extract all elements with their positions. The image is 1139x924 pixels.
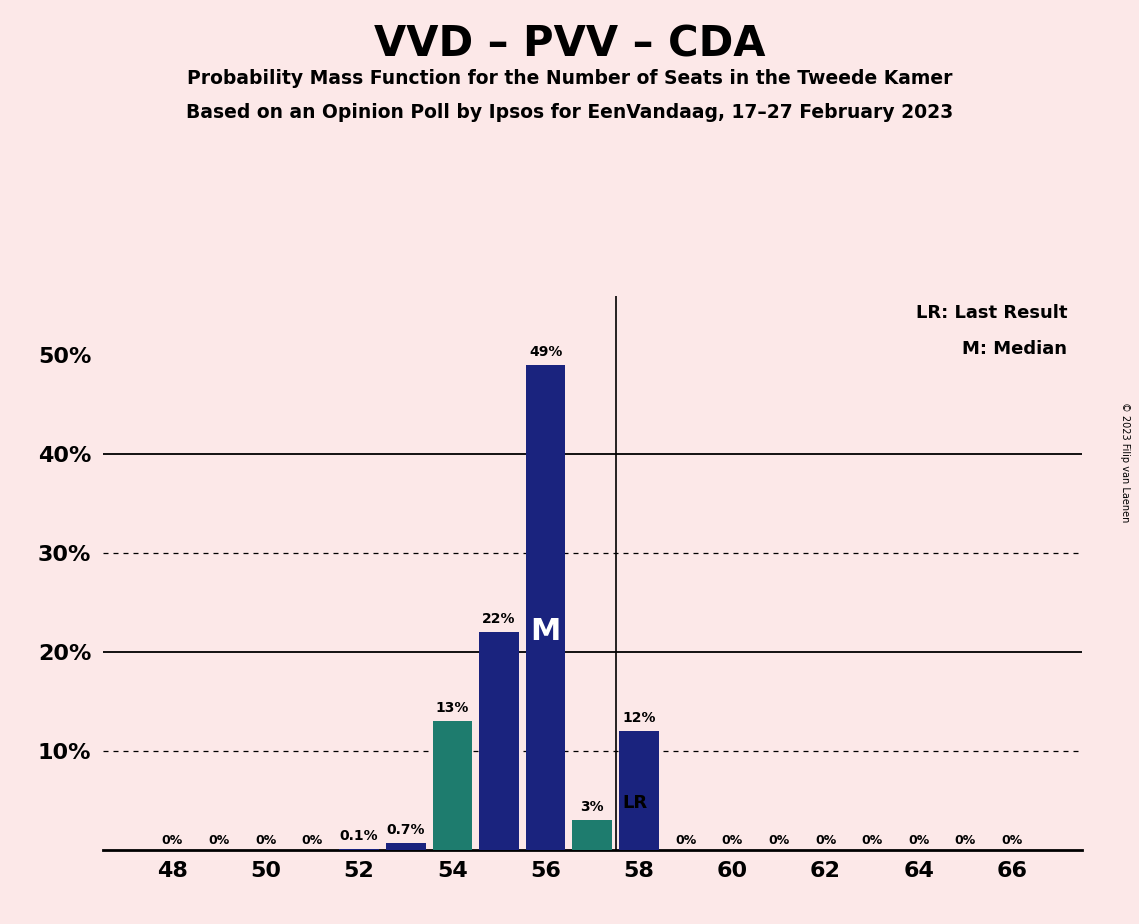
Bar <box>573 821 612 850</box>
Text: 0%: 0% <box>1001 834 1023 847</box>
Text: Based on an Opinion Poll by Ipsos for EenVandaag, 17–27 February 2023: Based on an Opinion Poll by Ipsos for Ee… <box>186 103 953 123</box>
Text: 0%: 0% <box>908 834 929 847</box>
Text: Probability Mass Function for the Number of Seats in the Tweede Kamer: Probability Mass Function for the Number… <box>187 69 952 89</box>
Text: 0.1%: 0.1% <box>339 829 378 843</box>
Text: LR: Last Result: LR: Last Result <box>916 304 1067 322</box>
Text: 0%: 0% <box>208 834 230 847</box>
Text: 49%: 49% <box>528 345 563 359</box>
Text: 0%: 0% <box>861 834 883 847</box>
Bar <box>433 722 473 850</box>
Text: LR: LR <box>623 795 648 812</box>
Text: 0%: 0% <box>162 834 183 847</box>
Text: 0.7%: 0.7% <box>386 823 425 837</box>
Text: 0%: 0% <box>814 834 836 847</box>
Text: © 2023 Filip van Laenen: © 2023 Filip van Laenen <box>1120 402 1130 522</box>
Bar <box>620 731 658 850</box>
Text: 12%: 12% <box>622 711 656 725</box>
Text: 0%: 0% <box>768 834 789 847</box>
Bar <box>526 365 565 850</box>
Text: 22%: 22% <box>482 613 516 626</box>
Text: 0%: 0% <box>255 834 277 847</box>
Bar <box>339 849 379 850</box>
Text: 0%: 0% <box>302 834 323 847</box>
Text: M: Median: M: Median <box>962 340 1067 358</box>
Text: VVD – PVV – CDA: VVD – PVV – CDA <box>374 23 765 65</box>
Text: 0%: 0% <box>675 834 696 847</box>
Text: M: M <box>531 617 560 646</box>
Bar <box>386 843 426 850</box>
Text: 0%: 0% <box>722 834 743 847</box>
Text: 3%: 3% <box>581 800 604 814</box>
Text: 0%: 0% <box>954 834 976 847</box>
Bar <box>480 632 519 850</box>
Text: 13%: 13% <box>435 701 469 715</box>
